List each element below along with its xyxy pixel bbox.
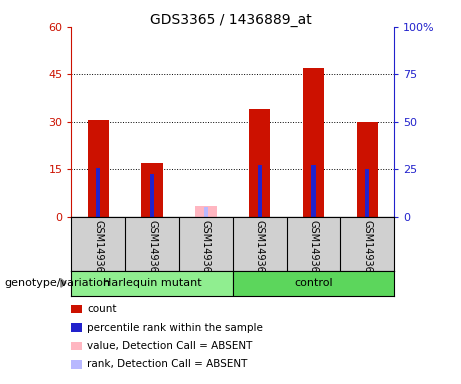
Polygon shape (61, 279, 66, 287)
Bar (258, 165, 262, 217)
Bar (96, 167, 100, 217)
Bar (204, 207, 208, 217)
Text: count: count (87, 304, 117, 314)
Text: GSM149361: GSM149361 (147, 220, 157, 278)
Text: GSM149363: GSM149363 (254, 220, 265, 278)
Text: genotype/variation: genotype/variation (5, 278, 111, 288)
Text: percentile rank within the sample: percentile rank within the sample (87, 323, 263, 333)
Bar (249, 109, 271, 217)
Text: GDS3365 / 1436889_at: GDS3365 / 1436889_at (150, 13, 311, 27)
Bar (142, 163, 163, 217)
Bar (303, 68, 324, 217)
Bar (311, 165, 316, 217)
Bar (88, 120, 109, 217)
Text: control: control (294, 278, 333, 288)
Bar (356, 122, 378, 217)
Bar (195, 206, 217, 217)
Text: GSM149365: GSM149365 (362, 220, 372, 279)
Text: GSM149364: GSM149364 (308, 220, 319, 278)
Bar (71, 271, 233, 296)
Bar (233, 271, 394, 296)
Text: rank, Detection Call = ABSENT: rank, Detection Call = ABSENT (87, 359, 248, 369)
Text: value, Detection Call = ABSENT: value, Detection Call = ABSENT (87, 341, 253, 351)
Text: GSM149360: GSM149360 (93, 220, 103, 278)
Text: Harlequin mutant: Harlequin mutant (103, 278, 201, 288)
Bar (365, 169, 369, 217)
Bar (150, 174, 154, 217)
Text: GSM149362: GSM149362 (201, 220, 211, 279)
